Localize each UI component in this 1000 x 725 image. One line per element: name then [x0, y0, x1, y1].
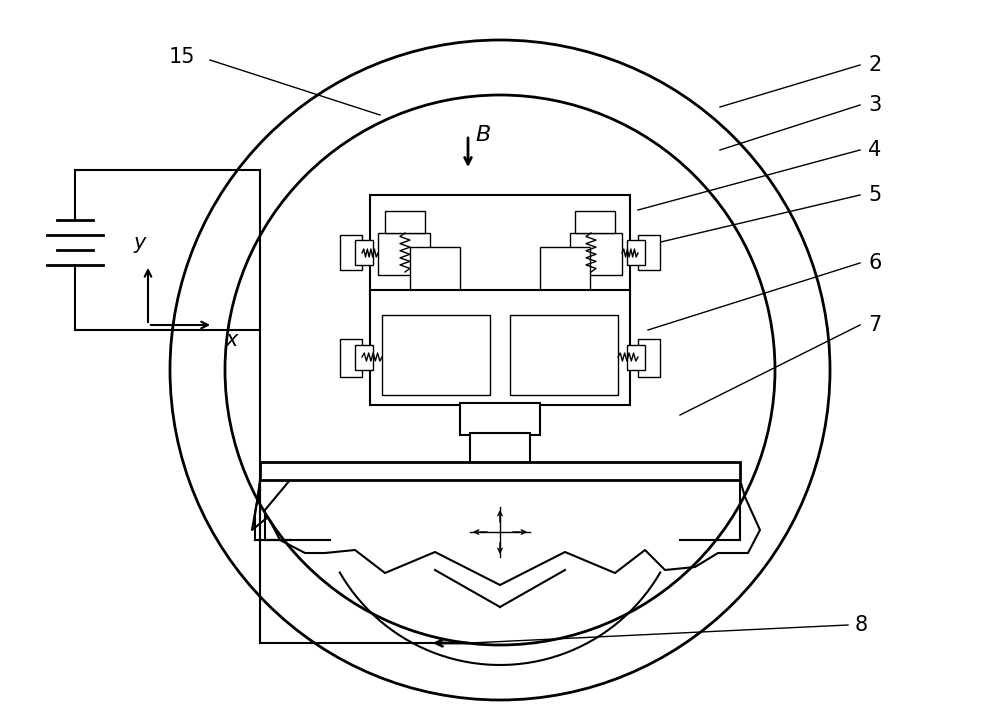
Bar [370, 290, 630, 405]
Text: 4: 4 [868, 140, 881, 160]
Ellipse shape [170, 40, 830, 700]
Bar [410, 247, 460, 295]
Text: 7: 7 [868, 315, 881, 335]
Text: y: y [134, 233, 146, 253]
Bar [470, 433, 530, 465]
Text: 5: 5 [868, 185, 881, 205]
Bar [355, 240, 373, 265]
Bar [627, 345, 645, 370]
Text: 15: 15 [168, 47, 195, 67]
Text: x: x [226, 330, 238, 350]
Text: 3: 3 [868, 95, 881, 115]
Bar [370, 195, 630, 295]
Text: B: B [475, 125, 490, 145]
Text: 8: 8 [855, 615, 868, 635]
Bar [510, 315, 618, 395]
Ellipse shape [225, 95, 775, 645]
Bar [460, 403, 540, 435]
Bar [385, 211, 425, 233]
Bar [378, 233, 430, 275]
Bar [638, 235, 660, 270]
Bar [355, 345, 373, 370]
Bar [340, 339, 362, 377]
Bar [260, 462, 740, 480]
Bar [638, 339, 660, 377]
Bar [627, 240, 645, 265]
Bar [575, 211, 615, 233]
Bar [570, 233, 622, 275]
Text: 2: 2 [868, 55, 881, 75]
Bar [540, 247, 590, 295]
Bar [382, 315, 490, 395]
Bar [340, 235, 362, 270]
Text: 6: 6 [868, 253, 881, 273]
